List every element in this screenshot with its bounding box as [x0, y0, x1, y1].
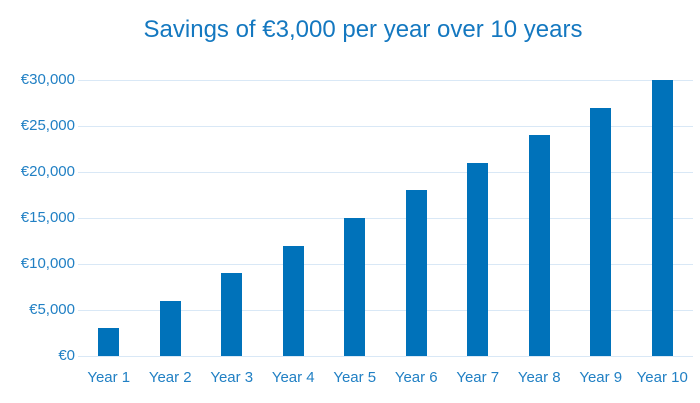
gridline: [78, 79, 693, 81]
y-axis-tick-label: €10,000: [20, 255, 75, 272]
gridline: [78, 171, 693, 173]
chart-title: Savings of €3,000 per year over 10 years: [143, 16, 583, 43]
x-axis-category-label: Year 2: [148, 369, 192, 386]
y-axis-tick-label: €5,000: [29, 301, 75, 318]
y-axis-tick-label: €20,000: [20, 163, 75, 180]
x-axis-category-label: Year 8: [517, 369, 561, 386]
bar: [221, 273, 243, 356]
bar: [159, 300, 181, 356]
x-axis-category-label: Year 7: [456, 369, 500, 386]
x-axis-category-label: Year 9: [579, 369, 623, 386]
gridline: [78, 309, 693, 311]
x-axis-category-label: Year 3: [210, 369, 254, 386]
gridline: [78, 263, 693, 265]
x-axis-category-label: Year 4: [271, 369, 315, 386]
bar: [405, 190, 427, 356]
y-axis-tick-label: €25,000: [20, 117, 75, 134]
bar: [467, 162, 489, 356]
x-axis-category-label: Year 1: [87, 369, 131, 386]
bar: [651, 80, 673, 356]
gridline: [78, 125, 693, 127]
bar: [282, 245, 304, 356]
x-axis-category-label: Year 5: [333, 369, 377, 386]
x-axis-category-label: Year 6: [394, 369, 438, 386]
y-axis-tick-label: €0: [58, 347, 75, 364]
gridline: [78, 217, 693, 219]
y-axis-tick-label: €30,000: [20, 71, 75, 88]
y-axis-tick-label: €15,000: [20, 209, 75, 226]
plot-area: [78, 79, 693, 357]
bar: [528, 135, 550, 356]
bar: [98, 328, 120, 356]
bar: [344, 218, 366, 356]
bar: [590, 107, 612, 356]
x-axis-category-label: Year 10: [636, 369, 688, 386]
gridline: [78, 356, 693, 357]
